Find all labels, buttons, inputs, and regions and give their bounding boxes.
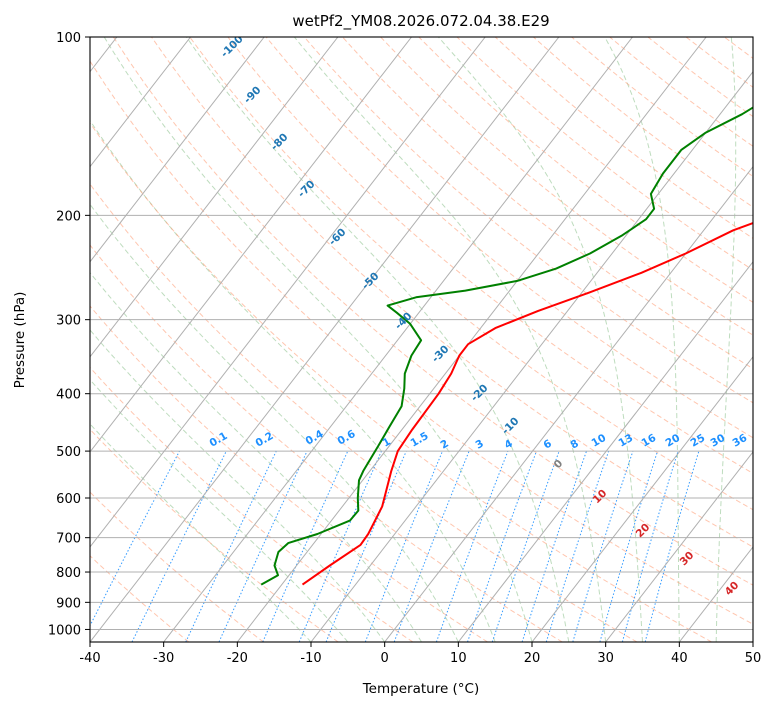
isotherm-line bbox=[90, 37, 486, 548]
isotherm-line bbox=[310, 70, 753, 642]
x-tick-label: 20 bbox=[524, 651, 541, 666]
moist-adiabat-line bbox=[294, 37, 607, 642]
isotherm-line bbox=[531, 356, 753, 642]
isobar-grid bbox=[90, 37, 753, 630]
isotherm-line bbox=[384, 165, 753, 642]
mixing-ratio-line bbox=[467, 450, 537, 642]
dry-adiabat-line bbox=[380, 37, 753, 336]
dewpoint-line bbox=[260, 106, 753, 586]
mixing-ratio-line bbox=[218, 450, 308, 642]
x-axis-label: Temperature (°C) bbox=[362, 681, 480, 697]
mixing-ratio-line bbox=[572, 450, 634, 642]
mixing-ratio-line bbox=[185, 450, 277, 642]
x-axis: -40 -30 -20 -10 0 10 20 30 40 50 bbox=[79, 642, 761, 666]
x-tick-label: 0 bbox=[381, 651, 389, 666]
isotherm-line bbox=[457, 260, 753, 642]
isotherm-line bbox=[90, 37, 560, 642]
y-tick-label: 100 bbox=[56, 31, 81, 46]
y-tick-label: 600 bbox=[56, 492, 81, 507]
isotherm-line bbox=[90, 37, 265, 263]
dry-adiabat-line bbox=[90, 122, 712, 642]
isotherm-line bbox=[90, 37, 191, 168]
dry-adiabat-line bbox=[90, 491, 264, 642]
y-tick-label: 300 bbox=[56, 314, 81, 329]
moist-adiabat-line bbox=[90, 203, 459, 642]
dry-adiabat-line bbox=[90, 183, 638, 642]
y-tick-label: 800 bbox=[56, 566, 81, 581]
dry-adiabat-line bbox=[90, 305, 488, 642]
isotherm-line bbox=[236, 37, 707, 642]
x-tick-label: -20 bbox=[227, 651, 248, 666]
dry-adiabat-line bbox=[112, 37, 753, 586]
moist-adiabat-line bbox=[185, 37, 570, 642]
mixing-ratio-line bbox=[621, 450, 679, 642]
dry-adiabat-line bbox=[90, 366, 414, 642]
moist-adiabat-line bbox=[103, 37, 533, 642]
isopleth-labels: -100-90-80-70-60-50-40-30-20-100.1 0.2 0.4… bbox=[208, 37, 750, 598]
mixing-ratio-line bbox=[599, 450, 659, 642]
y-tick-label: 700 bbox=[56, 532, 81, 547]
isotherm-line bbox=[90, 37, 412, 453]
y-axis: 1000 900 800 700 600 500 400 300 200 100 bbox=[48, 31, 90, 638]
dry-adiabat-line bbox=[227, 37, 753, 474]
skewed-isotherms bbox=[90, 37, 753, 642]
chart-title: wetPf2_YM08.2026.072.04.38.E29 bbox=[292, 12, 549, 31]
moist-adiabat-line bbox=[715, 37, 737, 642]
x-tick-label: 10 bbox=[450, 651, 467, 666]
x-tick-label: 30 bbox=[597, 651, 614, 666]
mixing-ratio-line bbox=[435, 450, 509, 642]
mixing-ratio-line bbox=[491, 450, 560, 642]
plot-frame bbox=[89, 36, 754, 643]
y-tick-label: 1000 bbox=[48, 623, 81, 638]
sounding-profiles bbox=[260, 106, 753, 586]
moist-adiabat-line bbox=[90, 119, 496, 642]
moist-adiabat-line bbox=[438, 37, 643, 642]
moist-adiabat-line bbox=[90, 329, 386, 642]
mixing-ratio-line bbox=[90, 450, 180, 627]
isotherm-line bbox=[605, 451, 753, 642]
y-tick-label: 900 bbox=[56, 596, 81, 611]
y-axis-label: Pressure (hPa) bbox=[12, 292, 28, 389]
mixing-ratio-line bbox=[262, 450, 349, 642]
isotherm-line bbox=[90, 37, 339, 358]
dry-adiabat-line bbox=[90, 244, 563, 642]
mixing-ratio-line bbox=[325, 450, 407, 642]
dry-adiabat-line bbox=[265, 37, 753, 439]
x-tick-label: -40 bbox=[79, 651, 100, 666]
temperature-line bbox=[301, 221, 753, 586]
mixing-ratio-line bbox=[545, 450, 610, 642]
x-tick-label: -10 bbox=[300, 651, 321, 666]
dry-adiabat-line bbox=[90, 60, 753, 625]
isotherm-line bbox=[163, 37, 633, 642]
y-tick-label: 200 bbox=[56, 209, 81, 224]
x-tick-label: 40 bbox=[671, 651, 688, 666]
dry-adiabat-line bbox=[90, 555, 190, 642]
x-tick-label: 50 bbox=[745, 651, 762, 666]
moist-adiabat-line bbox=[90, 271, 422, 642]
mixing-ratio-line bbox=[521, 450, 587, 642]
x-tick-label: -30 bbox=[153, 651, 174, 666]
moist-adiabat-line bbox=[90, 378, 349, 642]
y-tick-label: 400 bbox=[56, 388, 81, 403]
y-tick-label: 500 bbox=[56, 445, 81, 460]
mixing-ratio-line bbox=[364, 450, 443, 642]
